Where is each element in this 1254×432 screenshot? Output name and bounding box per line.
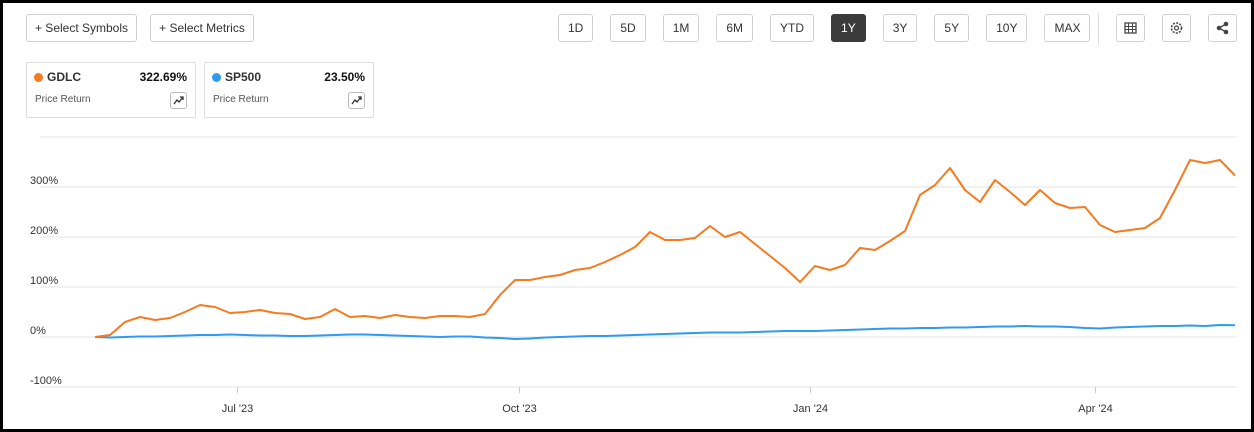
series-line (94, 159, 1236, 338)
separator (1098, 13, 1099, 45)
legend-name: GDLC (47, 70, 81, 84)
y-tick-label: -100% (30, 375, 62, 387)
legend-change: 23.50% (324, 70, 365, 84)
legend-change: 322.69% (139, 70, 187, 84)
y-tick-label: 100% (30, 275, 58, 287)
table-button[interactable] (1116, 14, 1145, 42)
trend-icon (173, 96, 184, 105)
period-button[interactable]: 5Y (934, 14, 970, 42)
legend-name: SP500 (225, 70, 262, 84)
legend-dot (212, 73, 221, 82)
select-metrics-button[interactable]: + Select Metrics (150, 14, 254, 42)
settings-icon (1170, 22, 1183, 34)
period-selector: 1D 5D 1M 6M YTD 1Y 3Y 5Y 10Y MAX (558, 14, 1091, 42)
trend-icon (351, 96, 362, 105)
y-tick-label: 200% (30, 225, 58, 237)
y-tick-label: 300% (30, 175, 58, 187)
trend-button[interactable] (348, 92, 365, 109)
trend-button[interactable] (170, 92, 187, 109)
x-tick-label: Oct '23 (502, 403, 537, 415)
period-button[interactable]: 1M (662, 14, 700, 42)
chart: -100% 0% 100% 200% 300% Jul '23 Oct '23 Jan '24… (30, 136, 1237, 415)
x-tick-label: Jul '23 (222, 403, 253, 415)
period-button[interactable]: YTD (770, 14, 815, 42)
legend-metric: Price Return (35, 94, 91, 105)
legend-metric: Price Return (213, 94, 269, 105)
table-icon (1124, 22, 1137, 34)
period-button[interactable]: 6M (716, 14, 754, 42)
legend-card: SP500 23.50% Price Return (204, 62, 374, 118)
period-button[interactable]: 1Y (831, 14, 866, 42)
y-tick-label: 0% (30, 325, 46, 337)
legend-dot (34, 73, 43, 82)
period-button[interactable]: 1D (558, 14, 594, 42)
x-tick-label: Jan '24 (793, 403, 828, 415)
period-button[interactable]: MAX (1044, 14, 1091, 42)
period-button[interactable]: 10Y (986, 14, 1028, 42)
series-line (94, 324, 1236, 340)
share-button[interactable] (1208, 14, 1237, 42)
period-button[interactable]: 3Y (882, 14, 918, 42)
legend-card: GDLC 322.69% Price Return (26, 62, 196, 118)
select-symbols-button[interactable]: + Select Symbols (26, 14, 137, 42)
settings-button[interactable] (1162, 14, 1191, 42)
share-icon (1216, 21, 1229, 35)
x-tick-label: Apr '24 (1078, 403, 1113, 415)
period-button[interactable]: 5D (610, 14, 646, 42)
